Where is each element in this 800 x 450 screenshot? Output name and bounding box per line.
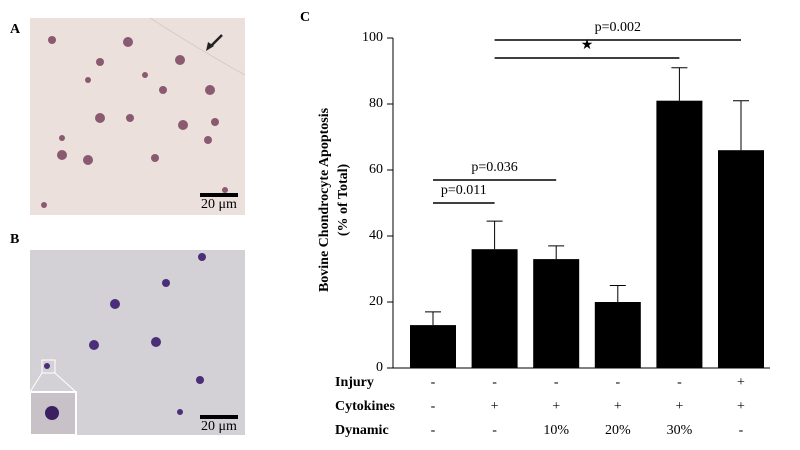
y-tick-label: 20 [369,294,383,309]
significance-label: ★ [581,38,594,53]
y-tick-label: 100 [362,30,383,45]
error-bar [425,311,441,326]
condition-value: - [739,423,744,438]
condition-label: Dynamic [335,423,389,438]
cells [44,253,206,415]
condition-value: + [737,399,745,414]
condition-value: - [431,399,436,414]
y-axis-label: (% of Total) [336,163,351,236]
condition-value: + [552,399,560,414]
condition-value: - [492,375,497,390]
significance-label: p=0.011 [441,183,487,198]
condition-label: Injury [335,375,374,390]
condition-value: 30% [667,423,693,438]
y-tick-label: 0 [376,360,383,375]
condition-label: Cytokines [335,399,395,414]
panel-label: C [300,10,310,25]
condition-value: - [677,375,682,390]
condition-value: - [492,423,497,438]
error-bar [486,220,503,250]
condition-value: + [737,375,745,390]
error-bar [548,245,565,260]
y-tick-label: 80 [369,96,383,111]
y-tick-label: 40 [369,228,383,243]
y-tick-label: 60 [369,162,383,177]
bar [533,259,580,368]
panel-label: B [10,232,19,247]
bar [471,249,518,368]
error-bar [671,67,688,101]
condition-value: 10% [543,423,569,438]
significance-label: p=0.002 [595,20,641,35]
condition-value: - [554,375,559,390]
y-axis-label: Bovine Chondrocyte Apoptosis [317,107,332,292]
condition-value: + [491,399,499,414]
condition-value: - [431,375,436,390]
condition-value: - [431,423,436,438]
error-bar [733,100,749,151]
bar [410,325,456,368]
panel-a: A 20 μm [10,17,246,215]
condition-value: 20% [605,423,631,438]
bar [656,100,703,368]
cells [41,36,228,208]
micrograph [30,18,245,215]
condition-value: - [615,375,620,390]
condition-value: + [614,399,622,414]
error-bar [609,285,626,302]
panel-label: A [10,22,21,37]
scale-label: 20 μm [201,197,237,212]
bar [594,302,641,368]
condition-value: + [675,399,683,414]
significance-label: p=0.036 [471,160,517,175]
bar [718,150,764,368]
scale-label: 20 μm [201,419,237,434]
panel-b: B 20 μm [10,232,245,436]
